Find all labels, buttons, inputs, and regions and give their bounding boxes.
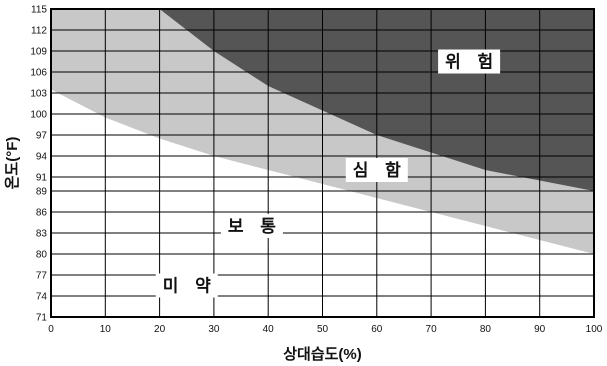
y-tick-label: 71 — [36, 313, 48, 324]
y-tick-label: 97 — [36, 131, 48, 142]
y-tick-label: 100 — [30, 110, 47, 121]
zone-label-box — [345, 158, 408, 182]
zone-labels-layer: 위 험심 함보 통미 약 — [155, 49, 501, 298]
zone-label-box — [438, 49, 501, 74]
y-axis-title: 온도(°F) — [4, 137, 21, 190]
x-tick-label: 20 — [154, 324, 166, 335]
zone-label: 심 함 — [353, 160, 407, 180]
y-tick-label: 103 — [30, 89, 47, 100]
x-tick-label: 70 — [426, 324, 438, 335]
y-tick-label: 80 — [36, 250, 48, 261]
zone-label: 미 약 — [163, 276, 217, 296]
y-tick-label: 77 — [36, 271, 48, 282]
x-axis-title: 상대습도(%) — [283, 346, 362, 363]
x-tick-label: 30 — [208, 324, 220, 335]
x-tick-label: 0 — [48, 324, 54, 335]
y-tick-label: 112 — [31, 26, 47, 37]
zone-label-box — [155, 273, 218, 298]
x-tick-label: 10 — [100, 324, 112, 335]
y-tick-label: 74 — [36, 292, 48, 303]
zone-label-box — [220, 214, 283, 238]
x-tick-label: 50 — [317, 324, 329, 335]
y-tick-label: 89 — [36, 187, 48, 198]
zone-label: 보 통 — [228, 217, 282, 236]
x-tick-label: 100 — [586, 324, 603, 335]
y-tick-label: 106 — [30, 68, 47, 79]
ticks-layer: 71 74 77 80 83 86 89 91 94 97 100 103 106 109 112 115 0 1… — [30, 5, 602, 336]
x-tick-label: 40 — [263, 324, 275, 335]
zone-label: 위 험 — [445, 52, 499, 72]
y-tick-label: 86 — [36, 208, 48, 219]
plot-frame — [50, 8, 595, 318]
y-tick-label: 115 — [31, 5, 47, 16]
y-tick-label: 91 — [36, 173, 48, 184]
y-tick-label: 109 — [30, 47, 47, 58]
x-tick-label: 80 — [480, 324, 492, 335]
x-tick-label: 90 — [534, 324, 546, 335]
y-tick-label: 83 — [36, 229, 48, 240]
grid-layer — [50, 8, 595, 318]
y-tick-label: 94 — [36, 152, 48, 163]
x-tick-label: 60 — [371, 324, 383, 335]
